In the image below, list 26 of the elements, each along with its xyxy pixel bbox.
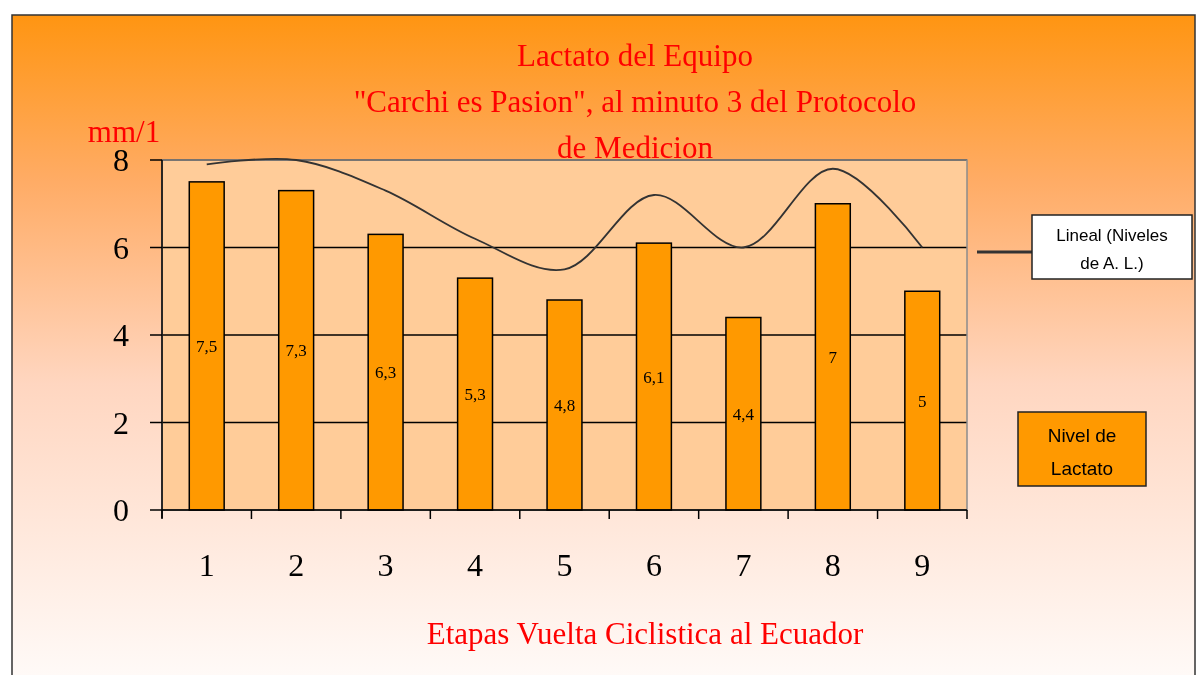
data-label: 7,3 <box>285 341 307 361</box>
y-tick-label: 2 <box>113 404 129 441</box>
y-tick-label: 6 <box>113 229 129 266</box>
legend-label: Lineal (Niveles de A. L.) <box>1056 225 1168 273</box>
x-tick-label: 6 <box>645 547 662 583</box>
x-axis-title: Etapas Vuelta Ciclistica al Ecuador <box>426 616 864 651</box>
y-tick-label: 0 <box>113 492 129 528</box>
data-label: 7 <box>828 347 838 367</box>
data-label: 4,4 <box>732 404 755 424</box>
data-label: 7,5 <box>196 336 218 356</box>
x-tick-label: 5 <box>556 547 573 583</box>
data-label: 5,3 <box>464 385 486 405</box>
y-tick-label: 4 <box>113 317 129 353</box>
x-tick-label: 4 <box>467 547 484 583</box>
text: Nivel de Lactato <box>1047 424 1117 479</box>
data-label: 6,1 <box>643 367 665 387</box>
x-tick-label: 7 <box>735 547 752 583</box>
data-label: 6,3 <box>374 363 397 383</box>
x-tick-label: 2 <box>288 547 305 583</box>
x-tick-label: 9 <box>914 547 931 583</box>
x-tick-label: 1 <box>198 547 215 583</box>
data-label: 4,8 <box>553 396 576 415</box>
data-label: 5 <box>918 391 927 411</box>
x-tick-label: 3 <box>377 547 394 583</box>
chart-title: Lactato del Equipo "Carchi es Pasion", al minuto 3 del Protocolo de Medicion <box>353 38 917 165</box>
x-tick-label: 8 <box>824 547 841 583</box>
